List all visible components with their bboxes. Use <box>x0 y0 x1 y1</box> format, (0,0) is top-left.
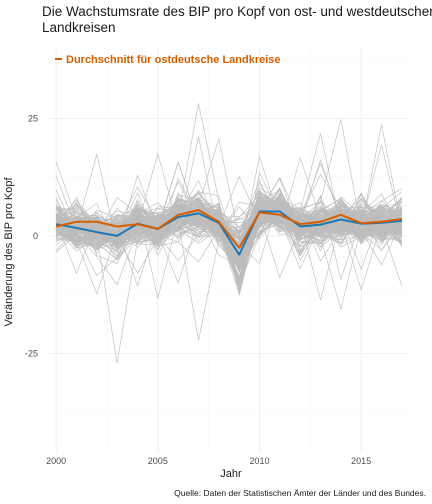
series-line-blue <box>55 210 402 256</box>
x-tick-label: 2015 <box>351 456 371 466</box>
x-tick-label: 2005 <box>148 456 168 466</box>
chart-title-line-1: Die Wachstumsrate des BIP pro Kopf von o… <box>42 4 432 19</box>
y-tick-label: 0 <box>33 231 38 241</box>
legend: Durchschnitt für ostdeutsche Landkreise <box>55 54 281 66</box>
grid <box>48 48 410 452</box>
chart-title-line-2: Landkreisen <box>42 20 116 35</box>
y-axis-ticks: -25 0 25 <box>25 113 38 358</box>
series-lines <box>55 209 403 256</box>
legend-label: Durchschnitt für ostdeutsche Landkreise <box>66 54 281 66</box>
district-line <box>56 199 403 242</box>
x-axis-title: Jahr <box>220 468 242 480</box>
x-tick-label: 2000 <box>46 456 66 466</box>
district-line <box>56 103 403 292</box>
x-axis-ticks: 2000 2005 2010 2015 <box>46 456 371 466</box>
y-tick-label: 25 <box>28 113 38 123</box>
x-tick-label: 2010 <box>249 456 269 466</box>
source-caption: Quelle: Daten der Statistischen Ämter de… <box>174 488 426 498</box>
district-line <box>55 175 403 278</box>
district-line <box>55 197 402 272</box>
y-axis-title: Veränderung des BIP pro Kopf <box>3 177 15 327</box>
series-line-east-average <box>55 209 403 249</box>
y-tick-label: -25 <box>25 348 38 358</box>
background-district-lines <box>55 103 403 364</box>
district-line <box>55 200 403 256</box>
